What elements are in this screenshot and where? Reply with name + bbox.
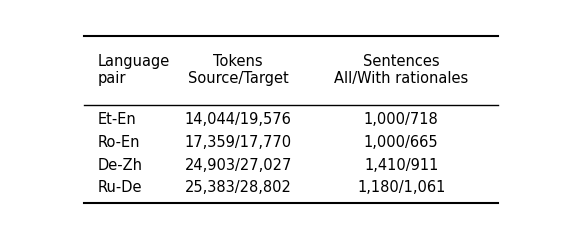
Text: 1,000/665: 1,000/665 bbox=[364, 135, 438, 150]
Text: 1,000/718: 1,000/718 bbox=[364, 112, 438, 127]
Text: 25,383/28,802: 25,383/28,802 bbox=[185, 180, 292, 195]
Text: 17,359/17,770: 17,359/17,770 bbox=[185, 135, 292, 150]
Text: 24,903/27,027: 24,903/27,027 bbox=[185, 158, 292, 173]
Text: 1,180/1,061: 1,180/1,061 bbox=[357, 180, 445, 195]
Text: De-Zh: De-Zh bbox=[98, 158, 143, 173]
Text: Ro-En: Ro-En bbox=[98, 135, 140, 150]
Text: 1,410/911: 1,410/911 bbox=[364, 158, 438, 173]
Text: 14,044/19,576: 14,044/19,576 bbox=[185, 112, 292, 127]
Text: Ru-De: Ru-De bbox=[98, 180, 142, 195]
Text: Sentences
All/With rationales: Sentences All/With rationales bbox=[334, 54, 468, 86]
Text: Language
pair: Language pair bbox=[98, 54, 170, 86]
Text: Et-En: Et-En bbox=[98, 112, 136, 127]
Text: Tokens
Source/Target: Tokens Source/Target bbox=[188, 54, 289, 86]
